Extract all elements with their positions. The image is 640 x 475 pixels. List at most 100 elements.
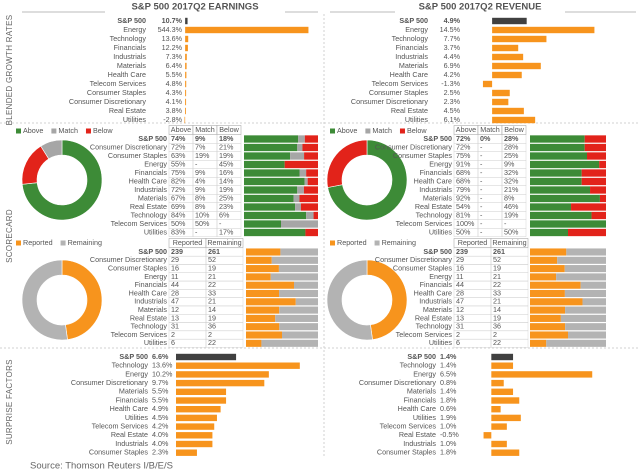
stacked-bar: [530, 186, 591, 194]
stacked-bar: [530, 203, 572, 211]
value-label: 6.4%: [166, 61, 183, 70]
table-value: 28%: [504, 134, 519, 143]
legend-swatch: [85, 128, 91, 134]
category-label: S&P 500: [138, 134, 167, 143]
value-label: 6.9%: [444, 61, 461, 70]
value-label: 4.0%: [152, 439, 169, 448]
legend-swatch: [374, 240, 380, 246]
table-value: 36: [493, 322, 501, 331]
value-label: 12.2%: [162, 43, 183, 52]
table-value: 47: [171, 297, 179, 306]
bar: [491, 440, 507, 448]
category-label: Consumer Staples: [89, 448, 149, 457]
bar: [185, 80, 187, 88]
column-title: S&P 500 2017Q2 EARNINGS: [131, 2, 258, 13]
stacked-bar: [530, 256, 558, 264]
table-value: 21: [208, 272, 216, 281]
bar: [492, 98, 509, 106]
category-label: Telecom Services: [111, 219, 168, 228]
stacked-bar: [302, 143, 318, 152]
column-header: Remaining: [492, 238, 526, 247]
bar: [185, 71, 187, 79]
header-cell: [216, 125, 242, 135]
category-label: Health Care: [110, 404, 148, 413]
donut-segment: [326, 139, 368, 188]
value-label: 3.8%: [166, 106, 183, 115]
category-label: Technology: [112, 361, 149, 370]
stacked-bar: [581, 169, 606, 177]
table-value: 9%: [195, 185, 206, 194]
table-value: 239: [171, 247, 183, 256]
table-value: 28%: [504, 142, 519, 151]
table-value: 21: [208, 297, 216, 306]
bar: [492, 116, 536, 124]
category-label: Industrials: [115, 439, 148, 448]
bar: [491, 371, 593, 378]
stacked-bar: [530, 339, 547, 347]
value-label: 4.2%: [152, 422, 169, 431]
table-value: 45%: [219, 159, 234, 168]
category-label: Materials: [423, 305, 453, 314]
legend-label: Reported: [23, 238, 53, 247]
category-label: Financials: [135, 168, 168, 177]
table-value: 9%: [504, 159, 515, 168]
stacked-bar: [246, 289, 280, 298]
value-label: 4.3%: [166, 88, 183, 97]
column-header: Match: [195, 125, 215, 134]
donut-segment: [326, 259, 373, 341]
stacked-bar: [246, 281, 294, 289]
stacked-bar: [530, 289, 565, 298]
table-value: 54%: [456, 202, 471, 211]
stacked-bar: [297, 186, 304, 194]
bar: [491, 414, 521, 422]
category-label: Industrials: [419, 185, 452, 194]
stacked-bar: [271, 256, 318, 264]
value-label: 2.5%: [444, 88, 461, 97]
value-label: 5.5%: [152, 395, 169, 404]
table-value: 13: [171, 313, 179, 322]
category-label: Technology: [131, 210, 168, 219]
stacked-bar: [556, 273, 606, 281]
category-label: Technology: [416, 210, 453, 219]
table-value: -: [195, 227, 198, 236]
stacked-bar: [591, 211, 606, 220]
bar: [176, 353, 237, 361]
value-label: 5.5%: [152, 387, 169, 396]
value-label: 10.7%: [162, 16, 183, 25]
table-value: 28: [456, 288, 464, 297]
stacked-bar: [530, 135, 585, 143]
bar: [492, 89, 510, 97]
title-bg: [105, 1, 285, 13]
stacked-bar: [246, 298, 296, 306]
table-value: 22: [493, 338, 501, 347]
table-value: 8%: [195, 202, 206, 211]
table-value: 19: [493, 264, 501, 273]
bar: [491, 353, 514, 361]
value-label: 13.6%: [162, 34, 183, 43]
stacked-bar: [568, 228, 606, 237]
legend-swatch: [330, 128, 335, 134]
table-value: 72%: [456, 142, 471, 151]
stacked-bar: [530, 281, 581, 289]
stacked-bar: [246, 331, 282, 339]
stacked-bar: [246, 265, 279, 273]
header-cell: [490, 238, 529, 248]
table-value: 55%: [171, 159, 186, 168]
table-value: 100%: [456, 219, 475, 228]
value-label: 1.4%: [440, 352, 457, 361]
value-label: 0.6%: [440, 404, 457, 413]
table-value: 22: [208, 338, 216, 347]
stacked-bar: [530, 228, 568, 237]
table-value: 2: [456, 330, 460, 339]
stacked-bar: [557, 256, 606, 264]
category-label: Technology: [416, 322, 453, 331]
value-label: 1.0%: [440, 422, 457, 431]
source: Source: Thomson Reuters I/B/E/S: [30, 461, 173, 472]
table-value: 19: [208, 264, 216, 273]
legend-swatch: [51, 128, 57, 134]
category-label: Financials: [420, 280, 453, 289]
table-value: 50%: [456, 227, 471, 236]
table-value: -: [480, 227, 483, 236]
table-value: -: [480, 159, 483, 168]
